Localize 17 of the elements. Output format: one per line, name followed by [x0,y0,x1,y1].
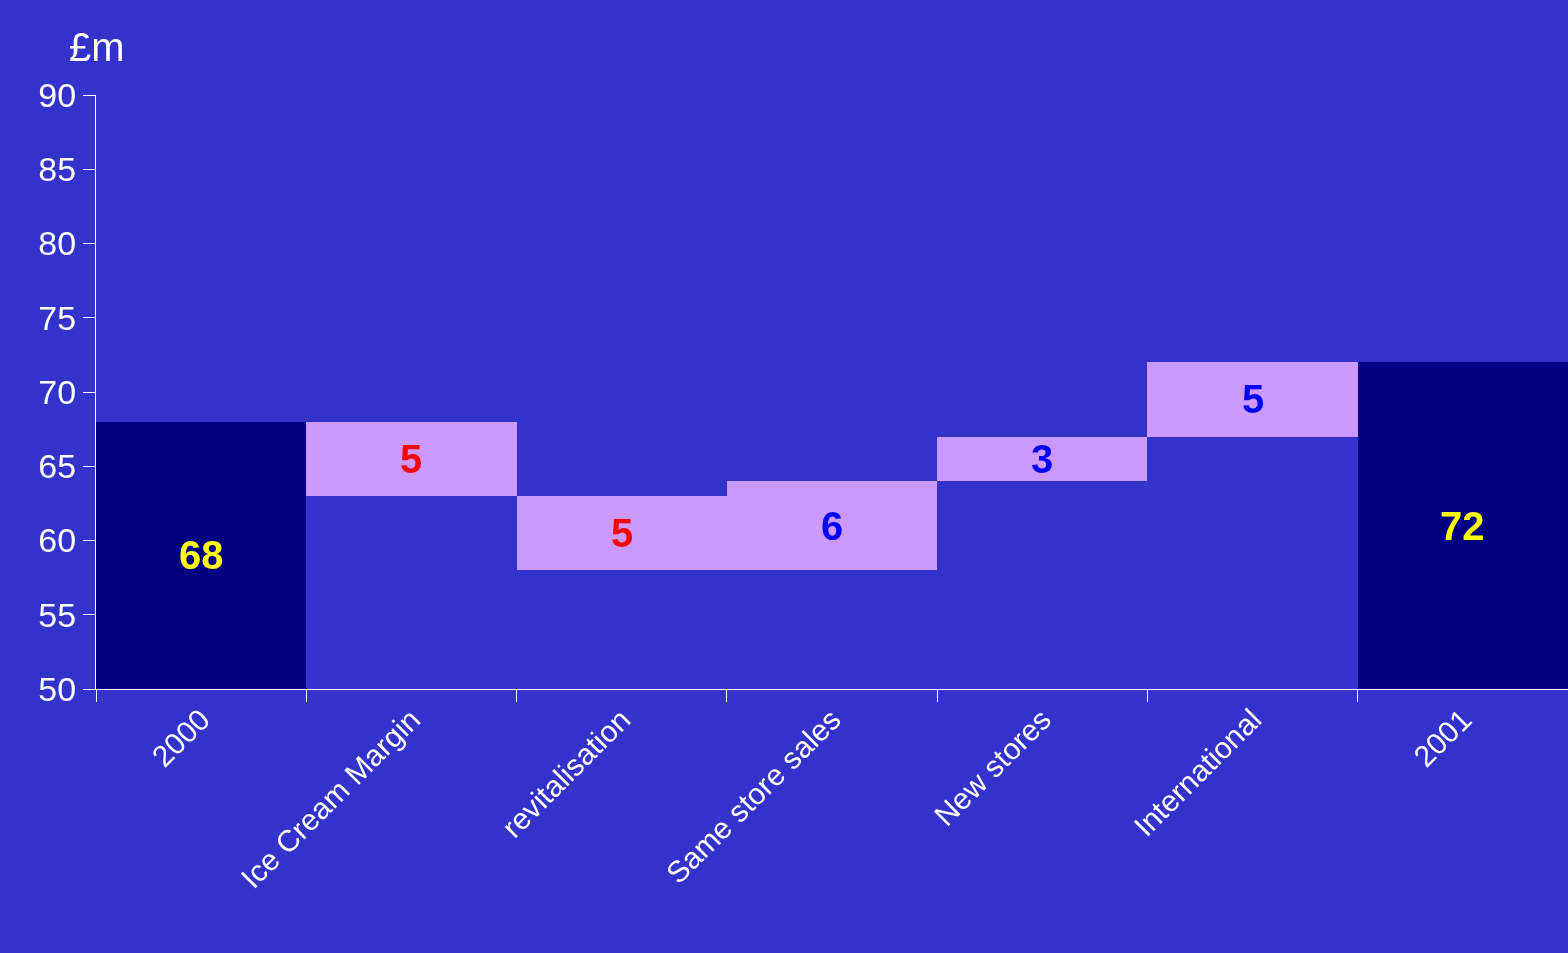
data-label: 6 [821,504,844,548]
y-tick-label: 60 [38,521,77,560]
y-tick-label: 50 [38,669,77,708]
y-tick-label: 85 [38,150,77,189]
y-axis-title: £m [69,25,125,69]
data-label: 68 [179,533,224,577]
y-tick-label: 80 [38,224,77,263]
y-tick-label: 90 [38,75,77,114]
y-tick-label: 75 [38,298,77,337]
data-label: 5 [400,437,423,481]
y-tick-label: 65 [38,447,77,486]
data-label: 72 [1440,504,1485,548]
y-tick-label: 55 [38,595,77,634]
data-label: 3 [1031,437,1054,481]
data-label: 5 [611,511,634,555]
y-tick-label: 70 [38,372,77,411]
data-label: 5 [1242,377,1265,421]
